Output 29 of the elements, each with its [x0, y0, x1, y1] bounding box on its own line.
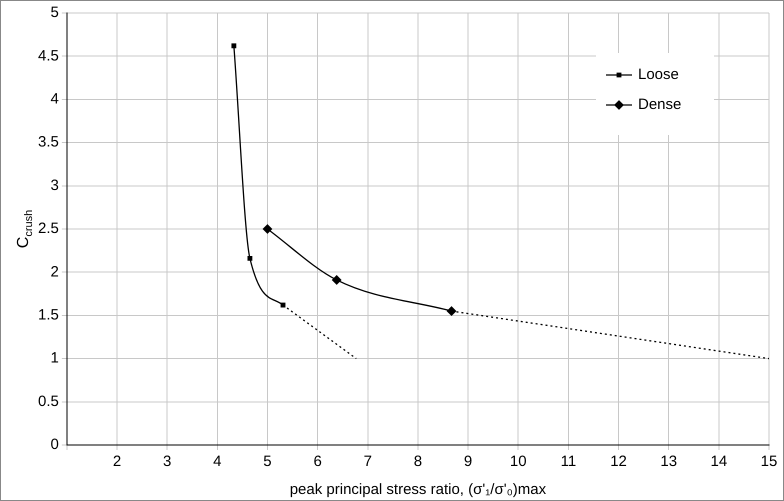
x-tick-label: 4	[213, 453, 222, 470]
x-tick-label: 11	[560, 453, 576, 470]
x-tick-label: 2	[112, 453, 122, 470]
y-tick-label: 0.5	[38, 392, 59, 410]
x-tick-label: 12	[610, 453, 627, 470]
x-tick-label: 6	[313, 453, 322, 470]
x-axis-title: peak principal stress ratio, (σ'₁/σ'₀)max	[290, 481, 547, 498]
x-tick-label: 5	[263, 453, 272, 470]
x-tick-label: 13	[660, 453, 678, 470]
x-tick-label: 14	[710, 453, 728, 470]
y-tick-label: 3	[50, 176, 59, 194]
y-tick-label: 3.5	[38, 134, 59, 151]
x-tick-label: 10	[510, 453, 527, 470]
y-tick-label: 0	[50, 436, 59, 454]
y-tick-label: 2.5	[38, 220, 59, 238]
y-tick-label: 2	[50, 263, 59, 280]
x-tick-label: 9	[464, 453, 472, 470]
y-tick-label: 1.5	[38, 306, 59, 324]
y-tick-label: 1	[50, 350, 59, 367]
y-tick-label: 4	[50, 90, 59, 108]
y-tick-label: 5	[50, 4, 59, 22]
legend-label: Loose	[638, 66, 679, 84]
x-tick-label: 7	[364, 453, 372, 470]
legend-label: Dense	[638, 96, 682, 114]
y-axis-title: Ccrush	[15, 210, 35, 248]
x-tick-label: 3	[162, 453, 172, 470]
x-tick-label: 15	[760, 453, 778, 470]
y-tick-label: 4.5	[38, 47, 59, 64]
x-tick-label: 8	[414, 453, 422, 470]
